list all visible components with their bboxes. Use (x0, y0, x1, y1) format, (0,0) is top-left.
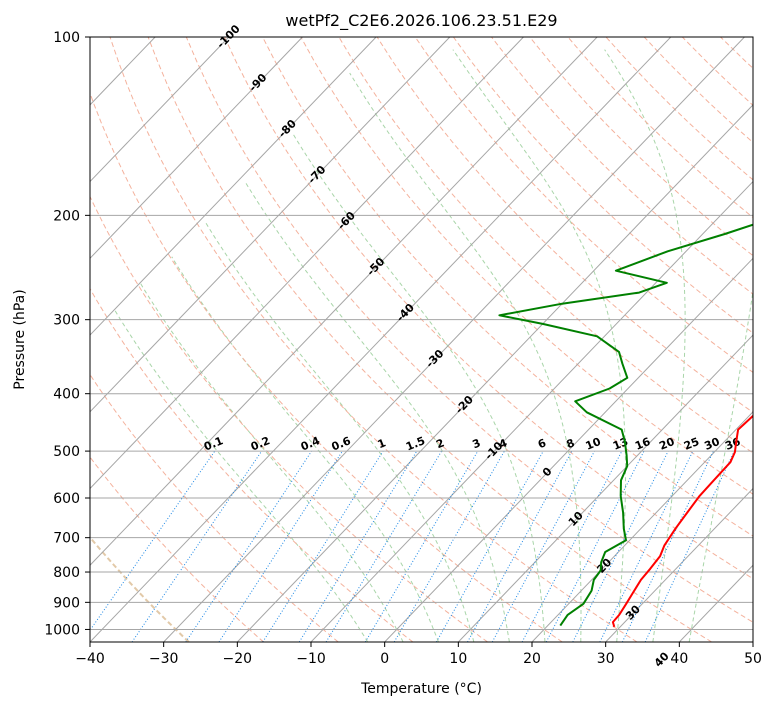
mixing-ratio-label: 3 (471, 436, 483, 451)
x-tick-label: 20 (523, 651, 541, 667)
isotherm-line (90, 37, 451, 413)
mixing-ratio-label: 8 (565, 436, 577, 451)
moist-adiabat-line (171, 256, 439, 642)
y-tick-label: 600 (53, 491, 80, 507)
dry-adiabat-line (224, 37, 753, 580)
dewpoint-profile-line (498, 223, 753, 627)
moist-adiabat-line (604, 49, 686, 642)
dry-adiabat-line (90, 91, 563, 642)
dry-adiabat-line (109, 37, 638, 642)
mixing-ratio-label: 2 (434, 436, 446, 451)
x-tick-label: 0 (380, 651, 389, 667)
mixing-ratio-line (621, 450, 714, 642)
x-tick-label: −40 (75, 651, 105, 667)
y-tick-label: 1000 (44, 622, 80, 638)
x-tick-label: −30 (149, 651, 179, 667)
moist-adiabat-line (139, 282, 404, 642)
mixing-ratio-line (325, 450, 443, 642)
isotherm-line (236, 104, 753, 642)
mixing-ratio-label: 36 (723, 435, 742, 453)
mixing-ratio-line (185, 450, 313, 642)
dry-adiabat-line (338, 37, 753, 454)
dry-adiabat-line (90, 535, 190, 642)
x-axis-label: Temperature (°C) (360, 681, 482, 697)
y-tick-label: 700 (53, 531, 80, 547)
background-lines (90, 37, 753, 642)
isotherm-line (90, 37, 230, 183)
mixing-ratio-line (435, 450, 544, 642)
dry-adiabat-line (185, 37, 753, 623)
x-tick-label: 10 (449, 651, 467, 667)
mixing-ratio-line (131, 450, 263, 642)
y-tick-label: 500 (53, 444, 80, 460)
y-tick-label: 900 (53, 595, 80, 611)
mixing-ratio-line (467, 450, 573, 642)
mixing-ratio-line (298, 450, 418, 642)
moist-adiabat-line (452, 49, 626, 642)
isobar-lines (90, 37, 753, 630)
y-tick-label: 100 (53, 30, 80, 46)
moist-adiabat-line (688, 287, 753, 642)
isotherm-line (531, 411, 753, 642)
dry-adiabat-line (90, 195, 488, 642)
mixing-ratio-line (572, 450, 669, 642)
data-series (498, 223, 753, 628)
mixing-ratio-label: 16 (633, 435, 652, 453)
mixing-ratio-line (218, 450, 343, 642)
y-axis: 100 200 300 400 500 600 700 800 900 1000 (44, 30, 90, 638)
dry-adiabat-line (452, 37, 753, 334)
moist-adiabat-line (114, 310, 369, 642)
x-tick-label: −20 (223, 651, 253, 667)
moist-adiabat-line (244, 180, 510, 642)
isotherm-line (384, 257, 753, 642)
mixing-ratio-label: 25 (682, 435, 701, 453)
x-axis: −40 −30 −20 −10 0 10 20 30 40 50 (75, 642, 762, 667)
dry-adiabat-line (90, 373, 339, 642)
x-tick-label: 30 (597, 651, 615, 667)
temperature-profile-line (611, 414, 753, 628)
moist-adiabat-line (204, 221, 475, 642)
dry-adiabat-line (147, 37, 712, 642)
mixing-ratio-label: 10 (584, 435, 603, 453)
mixing-ratio-label: 20 (657, 435, 676, 453)
x-tick-label: −10 (296, 651, 326, 667)
isotherm-line (90, 37, 377, 336)
y-tick-label: 300 (53, 313, 80, 329)
y-tick-label: 200 (53, 208, 80, 224)
moist-adiabat-line (291, 132, 546, 642)
y-tick-label: 800 (53, 565, 80, 581)
mixing-ratio-line (491, 450, 595, 642)
mixing-ratio-label: 30 (703, 435, 722, 453)
mixing-ratio-line (393, 450, 505, 642)
y-axis-label: Pressure (hPa) (12, 289, 28, 389)
isotherm-line (90, 37, 598, 566)
plot-frame (89, 36, 754, 643)
x-tick-label: 40 (670, 651, 688, 667)
chart-title: wetPf2_C2E6.2026.106.23.51.E29 (285, 11, 557, 31)
dry-adiabat-line (376, 37, 753, 413)
mixing-ratio-label: 1 (376, 436, 388, 451)
isotherm-line (605, 487, 753, 642)
x-tick-label: 50 (744, 651, 762, 667)
isotherm-line (90, 37, 672, 642)
mixing-ratio-line (644, 450, 735, 642)
isotherm-line (90, 37, 524, 490)
mixing-ratio-line (364, 450, 479, 642)
isotherm-line (90, 37, 303, 260)
dry-adiabat-line (90, 456, 264, 642)
isotherm-line (457, 334, 753, 642)
y-tick-label: 400 (53, 387, 80, 403)
isotherm-line (163, 37, 745, 642)
